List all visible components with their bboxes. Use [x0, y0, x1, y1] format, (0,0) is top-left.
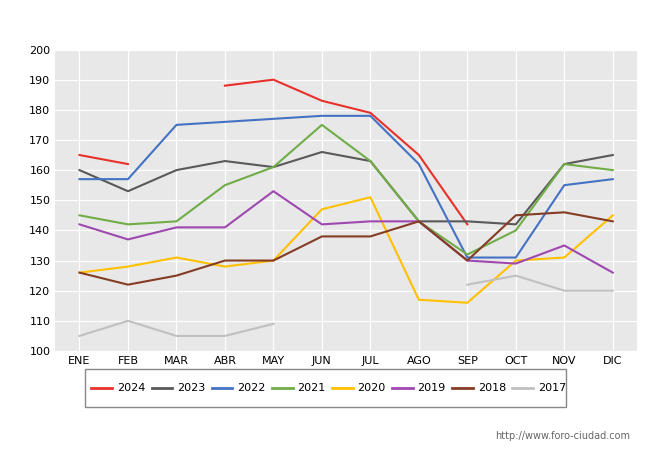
- Text: 2019: 2019: [417, 383, 446, 393]
- Text: 2021: 2021: [297, 383, 326, 393]
- Text: 2018: 2018: [478, 383, 506, 393]
- Text: http://www.foro-ciudad.com: http://www.foro-ciudad.com: [495, 431, 630, 441]
- Text: 2022: 2022: [237, 383, 266, 393]
- Text: 2020: 2020: [358, 383, 385, 393]
- Text: 2024: 2024: [117, 383, 146, 393]
- Text: Afiliados en Lozoya a 30/9/2024: Afiliados en Lozoya a 30/9/2024: [181, 13, 469, 31]
- Text: 2017: 2017: [538, 383, 566, 393]
- Text: 2023: 2023: [177, 383, 205, 393]
